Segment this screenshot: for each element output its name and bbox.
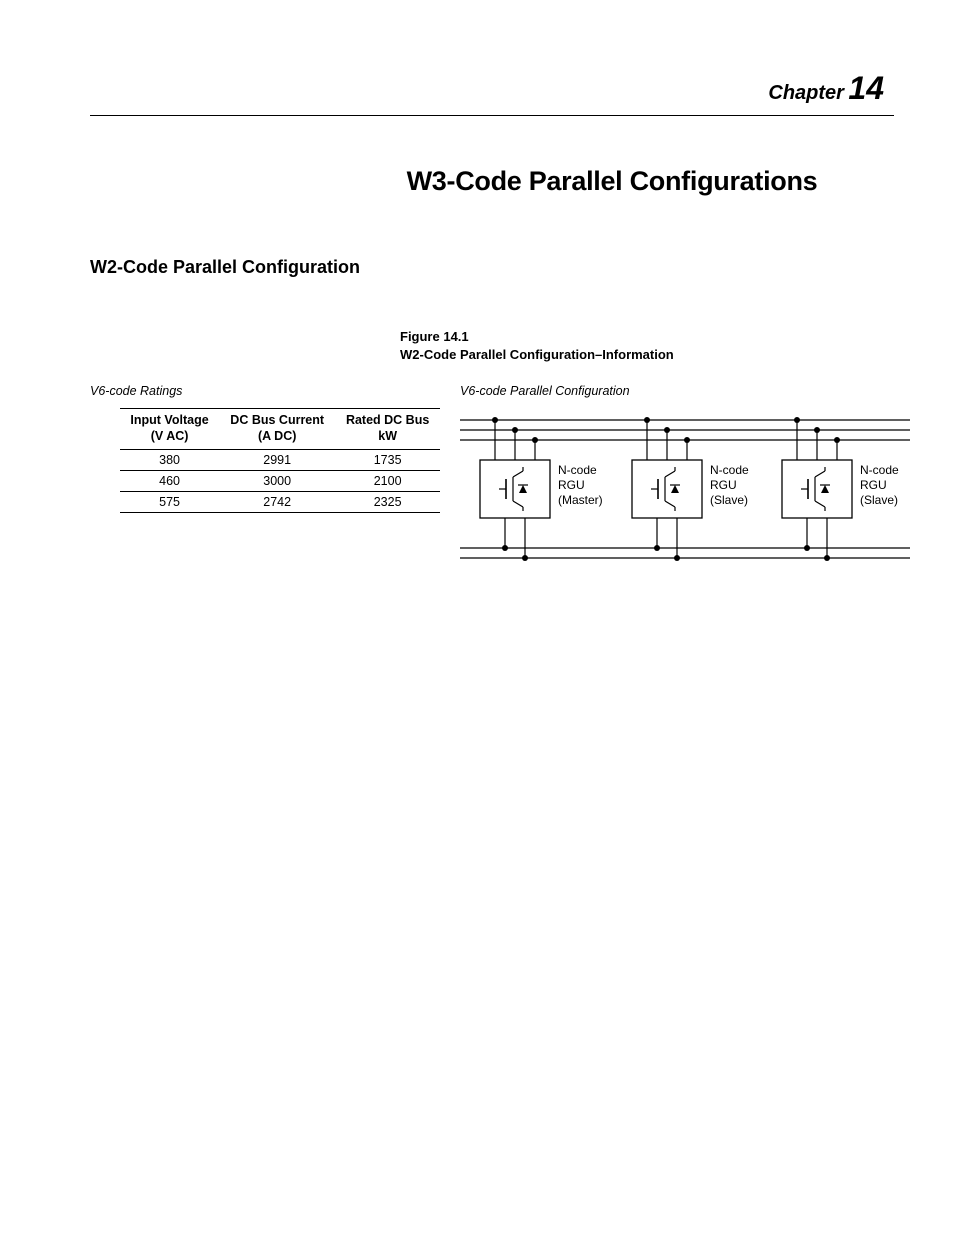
svg-text:RGU: RGU — [860, 478, 887, 492]
chapter-rule — [90, 115, 894, 116]
table-header-row: Input Voltage (V AC) DC Bus Current (A D… — [120, 409, 440, 449]
svg-text:RGU: RGU — [558, 478, 585, 492]
table-row: 380 2991 1735 — [120, 449, 440, 470]
table-row: 460 3000 2100 — [120, 470, 440, 491]
svg-text:(Slave): (Slave) — [860, 493, 898, 507]
diagram-column: V6-code Parallel Configuration N-codeRGU… — [460, 384, 910, 578]
svg-text:N-code: N-code — [558, 463, 597, 477]
svg-text:(Slave): (Slave) — [710, 493, 748, 507]
content-columns: V6-code Ratings Input Voltage (V AC) DC … — [90, 384, 894, 578]
ratings-table: Input Voltage (V AC) DC Bus Current (A D… — [120, 408, 440, 512]
svg-text:RGU: RGU — [710, 478, 737, 492]
parallel-config-diagram: N-codeRGU(Master)N-codeRGU(Slave)N-codeR… — [460, 408, 910, 578]
figure-caption: Figure 14.1 W2-Code Parallel Configurati… — [400, 328, 894, 364]
col-header: DC Bus Current (A DC) — [219, 409, 335, 449]
section-heading: W2-Code Parallel Configuration — [90, 257, 894, 278]
figure-title: W2-Code Parallel Configuration–Informati… — [400, 347, 674, 362]
figure-number: Figure 14.1 — [400, 329, 469, 344]
ratings-caption: V6-code Ratings — [90, 384, 440, 398]
svg-text:N-code: N-code — [860, 463, 899, 477]
diagram-svg: N-codeRGU(Master)N-codeRGU(Slave)N-codeR… — [460, 408, 910, 578]
svg-text:(Master): (Master) — [558, 493, 603, 507]
table-row: 575 2742 2325 — [120, 491, 440, 512]
diagram-caption: V6-code Parallel Configuration — [460, 384, 910, 398]
chapter-label: Chapter — [768, 82, 844, 104]
page: Chapter 14 W3-Code Parallel Configuratio… — [0, 0, 954, 578]
col-header: Input Voltage (V AC) — [120, 409, 219, 449]
chapter-number: 14 — [848, 70, 884, 106]
col-header: Rated DC Bus kW — [335, 409, 440, 449]
page-title: W3-Code Parallel Configurations — [330, 166, 894, 197]
svg-text:N-code: N-code — [710, 463, 749, 477]
chapter-heading: Chapter 14 — [90, 70, 894, 115]
ratings-column: V6-code Ratings Input Voltage (V AC) DC … — [90, 384, 440, 512]
